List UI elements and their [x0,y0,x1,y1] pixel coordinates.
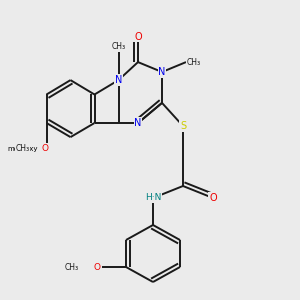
Text: CH₃: CH₃ [186,58,201,67]
Text: O: O [94,262,101,272]
Text: CH₃: CH₃ [111,42,126,51]
Text: CH₃: CH₃ [65,262,79,272]
Text: methoxy: methoxy [7,146,38,152]
Text: O: O [41,144,49,153]
Text: N: N [115,75,122,85]
Text: CH₃: CH₃ [15,144,30,153]
Text: S: S [180,121,186,131]
Text: H·N: H·N [145,194,161,202]
Text: O: O [209,193,217,203]
Text: N: N [134,118,142,128]
Text: N: N [158,67,166,77]
Text: O: O [134,32,142,42]
